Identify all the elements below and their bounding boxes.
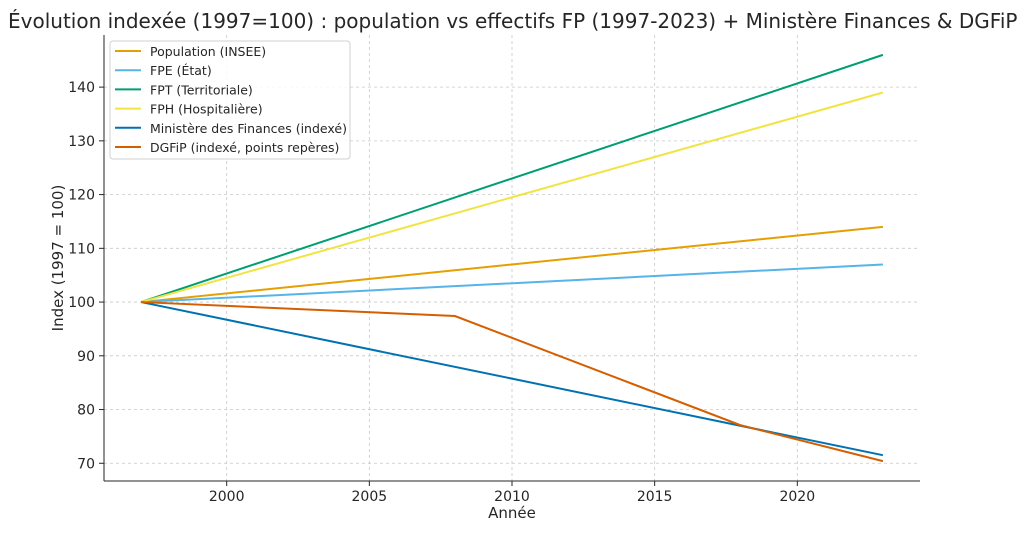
y-tick-label: 120 (68, 188, 95, 204)
series-line (141, 263, 883, 304)
x-tick-label: 2015 (637, 489, 673, 505)
x-tick-label: 2020 (779, 489, 815, 505)
x-tick-label: 2005 (352, 489, 388, 505)
y-tick-label: 90 (77, 349, 95, 365)
y-axis-label: Index (1997 = 100) (49, 185, 67, 332)
y-tick-label: 140 (68, 80, 95, 96)
series-line (141, 301, 884, 463)
series-line (140, 53, 884, 304)
x-axis-label: Année (488, 504, 536, 522)
legend-box (109, 40, 351, 160)
y-tick-label: 110 (68, 241, 95, 257)
series-line (140, 91, 884, 304)
series-line (140, 225, 884, 304)
legend: Population (INSEE) FPE (État) FPT (Territo… (109, 40, 351, 160)
x-tick-label: 2000 (209, 489, 245, 505)
legend-label: Ministère des Finances (indexé) (150, 121, 347, 136)
y-tick-label: 80 (77, 403, 95, 419)
y-tick-label: 100 (68, 295, 95, 311)
legend-label: FPH (Hospitalière) (150, 102, 263, 117)
legend-label: FPE (État) (150, 63, 212, 78)
chart-title: Évolution indexée (1997=100) : populatio… (8, 9, 1017, 33)
x-tick-label: 2010 (494, 489, 530, 505)
series-lines (140, 53, 884, 463)
legend-label: DGFiP (indexé, points repères) (150, 140, 339, 155)
y-tick-label: 70 (77, 456, 95, 472)
legend-label: FPT (Territoriale) (150, 82, 253, 97)
legend-label: Population (INSEE) (150, 44, 266, 59)
axes: 2000 2005 2010 2015 2020 70 80 90 100 110 120 130 14… (68, 35, 920, 505)
y-tick-label: 130 (68, 134, 95, 150)
